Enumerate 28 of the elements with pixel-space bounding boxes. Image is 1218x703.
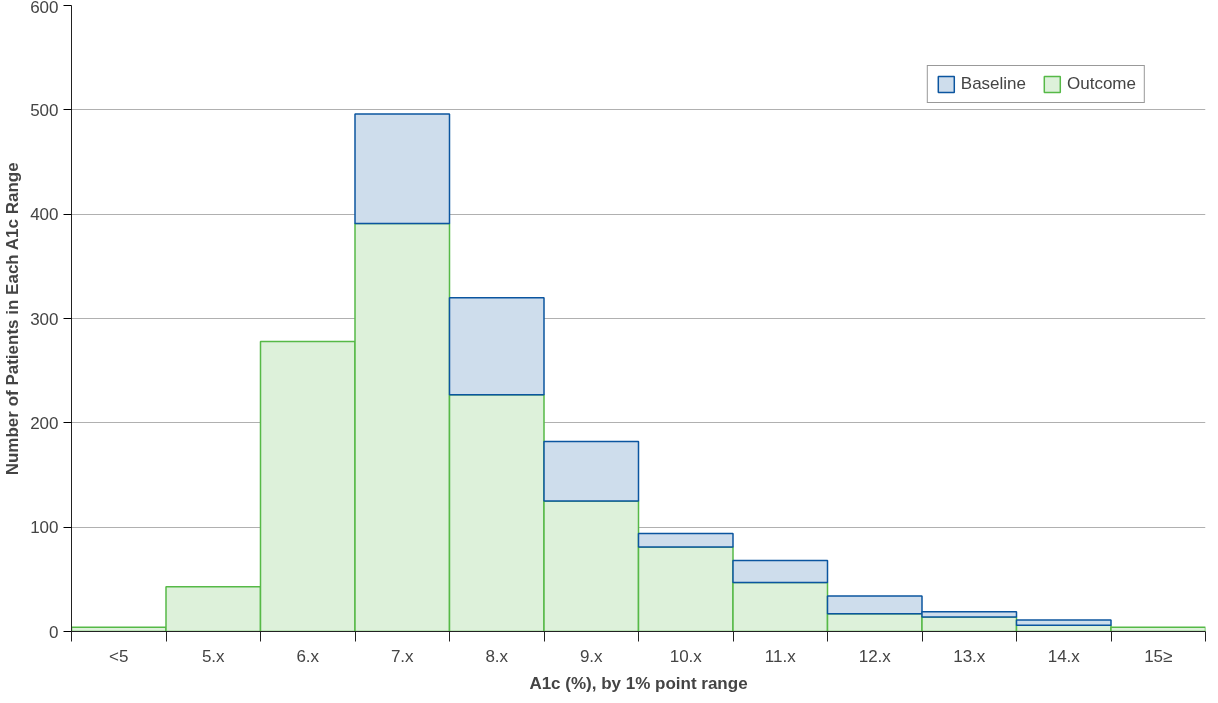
y-tick-label: 400 <box>30 205 59 225</box>
x-tick-label: 13.x <box>953 646 986 666</box>
y-tick-label: 600 <box>30 0 59 17</box>
y-tick-label: 200 <box>30 413 59 433</box>
x-tick-label: 12.x <box>858 646 892 666</box>
x-tick-label: 10.x <box>669 646 703 666</box>
bar <box>354 113 451 225</box>
x-tick-label: 15≥ <box>1144 646 1173 666</box>
y-tick-label: 100 <box>30 518 59 538</box>
x-tick-label: 6.x <box>296 646 320 666</box>
x-tick-label: 7.x <box>390 646 415 666</box>
legend-label: Baseline <box>960 74 1027 94</box>
y-tick-label: 500 <box>30 100 59 120</box>
y-axis-title: Number of Patients in Each A1c Range <box>3 162 23 476</box>
y-tick-label: 0 <box>49 622 59 642</box>
legend-label: Outcome <box>1067 74 1136 94</box>
bar <box>543 440 640 502</box>
x-tick-label: 5.x <box>201 646 226 666</box>
x-tick-label: 8.x <box>485 646 509 666</box>
bar <box>448 296 545 396</box>
x-tick-label: 14.x <box>1047 646 1081 666</box>
x-axis-title: A1c (%), by 1% point range <box>529 673 748 693</box>
y-tick-label: 300 <box>30 309 59 329</box>
x-tick-label: 9.x <box>579 646 604 666</box>
x-tick-label: 11.x <box>764 646 797 666</box>
bar <box>637 532 734 548</box>
bar <box>732 559 829 584</box>
x-tick-label: <5 <box>109 646 129 666</box>
